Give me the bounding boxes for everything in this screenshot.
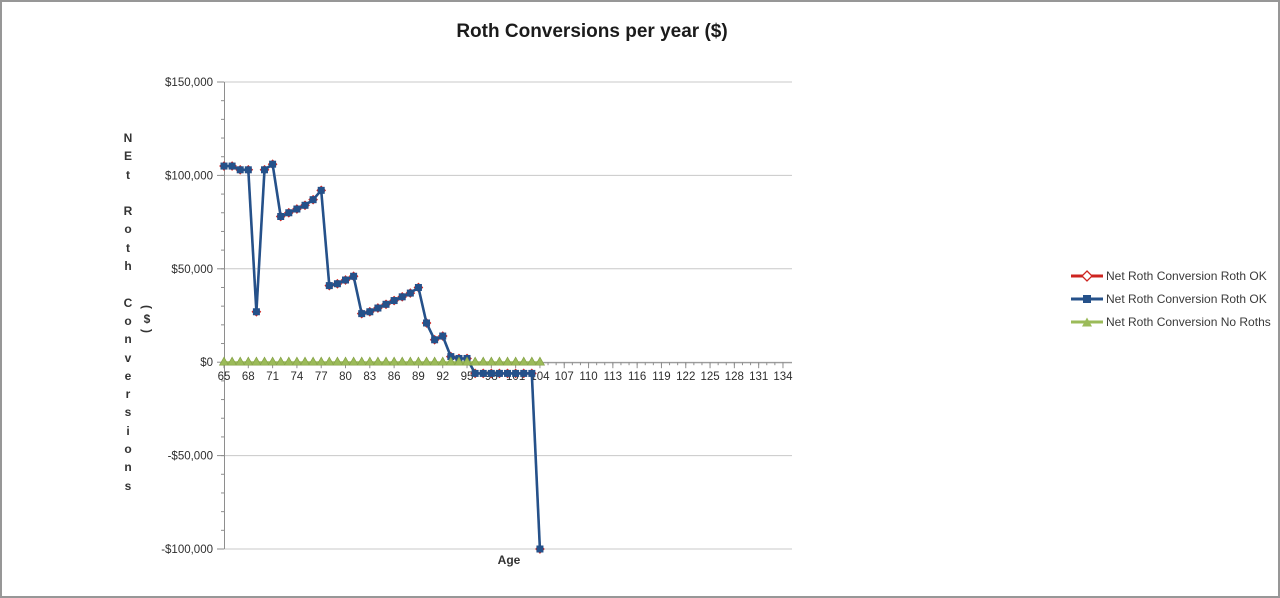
y-gridlines	[224, 81, 792, 550]
x-tick-label: 65	[218, 371, 231, 383]
x-tick-label: 80	[339, 371, 352, 383]
y-tick-label: $50,000	[171, 264, 213, 276]
x-tick-label: 131	[749, 371, 768, 383]
x-tick-label: 92	[436, 371, 449, 383]
legend-marker-square-icon	[1071, 294, 1103, 303]
x-tick-label: 125	[700, 371, 719, 383]
x-tick-label: 110	[579, 371, 597, 383]
y-axis-unit: ($)	[140, 305, 154, 333]
chart-title: Roth Conversions per year ($)	[456, 21, 728, 42]
x-tick-label: 77	[315, 371, 328, 383]
y-tick-label: -$100,000	[161, 544, 213, 556]
y-tick-label: $100,000	[165, 170, 213, 182]
legend-item: Net Roth Conversion No Roths	[1070, 313, 1271, 330]
legend-marker-triangle-icon	[1071, 317, 1103, 326]
legend-label: Net Roth Conversion Roth OK	[1106, 291, 1267, 306]
legend-item: Net Roth Conversion Roth OK	[1070, 267, 1271, 284]
series-1-net-roth-conversion-roth-ok	[220, 160, 544, 553]
x-tick-label: 71	[266, 371, 279, 383]
y-tick-label: $150,000	[165, 77, 213, 89]
x-axis-title: Age	[497, 553, 521, 567]
y-tick-label: -$50,000	[168, 451, 213, 463]
x-tick-label: 134	[773, 371, 793, 383]
y-axis: $150,000 $100,000 $50,000 $0 -$50,000 -$100,0…	[161, 77, 225, 556]
series-0-net-roth-conversion-roth-ok	[219, 159, 545, 554]
x-tick-label: 122	[676, 371, 695, 383]
legend-item: Net Roth Conversion Roth OK	[1070, 290, 1271, 307]
legend-label: Net Roth Conversion Roth OK	[1106, 268, 1267, 283]
x-tick-label: 128	[725, 371, 744, 383]
x-tick-label: 74	[291, 371, 304, 383]
x-tick-label: 119	[652, 371, 670, 383]
x-tick-label: 116	[628, 371, 646, 383]
x-axis: 6568717477808386899295981011041071101131…	[218, 362, 793, 383]
legend-label: Net Roth Conversion No Roths	[1106, 314, 1271, 329]
legend-marker-diamond-icon	[1071, 269, 1103, 282]
x-tick-label: 89	[412, 371, 425, 383]
chart-legend: Net Roth Conversion Roth OK Net Roth Con…	[1070, 267, 1271, 330]
series-2-net-roth-conversion-no-roths	[218, 356, 546, 366]
x-tick-label: 113	[604, 371, 622, 383]
x-tick-label: 83	[363, 371, 376, 383]
y-tick-label: $0	[200, 357, 213, 369]
x-tick-label: 86	[388, 371, 401, 383]
x-tick-label: 68	[242, 371, 255, 383]
x-tick-label: 107	[555, 371, 574, 383]
x-tick-label: 95	[461, 371, 474, 383]
